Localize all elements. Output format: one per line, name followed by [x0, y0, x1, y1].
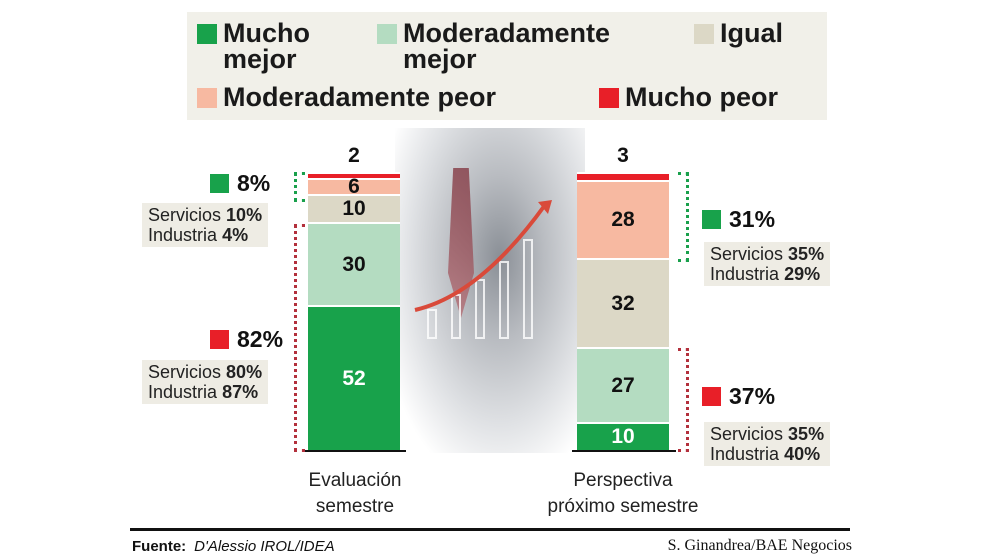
data-label: 32: [611, 291, 635, 315]
bracket-peor: [294, 224, 305, 452]
data-label: 30: [342, 252, 366, 276]
red-swatch: [210, 330, 229, 349]
legend-item-igual: Igual: [694, 20, 783, 47]
background-photo: [395, 128, 585, 453]
bar-segment-moderadamente-peor: 30: [308, 222, 400, 306]
bar-segment-mucho-mejor: [308, 172, 400, 178]
data-label: 6: [348, 174, 360, 198]
baseline: [302, 450, 406, 452]
growth-arrow-icon: [414, 200, 552, 339]
legend-swatch: [599, 88, 619, 108]
legend-item-mucho-mejor: Mucho mejor: [197, 20, 343, 73]
total-mejor-1: 31%: [702, 206, 775, 233]
bar-segment-moderadamente-peor: 27: [577, 347, 669, 423]
bracket-mejor: [294, 172, 305, 202]
bar-segment-mucho-peor: 10: [577, 422, 669, 450]
breakdown-box: Servicios 10% Industria 4%: [142, 203, 269, 247]
bar-segment-igual: 10: [308, 194, 400, 223]
bar-segment-mucho-mejor: [577, 172, 669, 181]
data-label: 27: [611, 373, 635, 397]
bar-evaluacion-semestre: 52 30 10 6: [308, 172, 400, 450]
legend-swatch: [197, 88, 217, 108]
data-label-mucho-mejor-1: 3: [617, 144, 629, 167]
bar-segment-moderadamente-mejor: 6: [308, 175, 400, 198]
legend-swatch: [197, 24, 217, 44]
legend-item-mucho-peor: Mucho peor: [599, 84, 778, 111]
total-peor-0: 82%: [210, 326, 283, 353]
legend-item-moderadamente-mejor: Moderadamente mejor: [377, 20, 683, 73]
source: Fuente: D'Alessio IROL/IDEA: [132, 538, 335, 555]
data-label: 10: [611, 425, 635, 449]
legend-swatch: [377, 24, 397, 44]
bracket-mejor: [678, 172, 689, 262]
bar-perspectiva-proximo-semestre: 10 27 32 28: [577, 172, 669, 450]
footer-rule: [130, 528, 850, 531]
breakdown-box: Servicios 35% Industria 40%: [704, 422, 831, 466]
bar-segment-mucho-peor: 52: [308, 305, 400, 450]
legend-swatch: [694, 24, 714, 44]
bracket-peor: [678, 348, 689, 452]
data-label: 52: [342, 366, 366, 390]
green-swatch: [702, 210, 721, 229]
credit: S. Ginandrea/BAE Negocios: [667, 537, 852, 554]
data-label: 28: [611, 208, 635, 232]
bar-segment-moderadamente-mejor: 28: [577, 180, 669, 259]
breakdown-box: Servicios 35% Industria 29%: [704, 242, 831, 286]
legend-item-moderadamente-peor: Moderadamente peor: [197, 84, 496, 111]
bar-segment-igual: 32: [577, 258, 669, 348]
red-swatch: [702, 387, 721, 406]
data-label-mucho-mejor-0: 2: [348, 144, 360, 167]
data-label: 10: [342, 197, 366, 221]
total-mejor-0: 8%: [210, 170, 270, 197]
green-swatch: [210, 174, 229, 193]
baseline: [572, 450, 676, 452]
category-label-0: Evaluación semestre: [308, 470, 402, 517]
legend: Mucho mejor Moderadamente mejor Igual Mo…: [187, 12, 827, 120]
total-peor-1: 37%: [702, 383, 775, 410]
breakdown-box: Servicios 80% Industria 87%: [142, 360, 269, 404]
category-label-1: Perspectiva próximo semestre: [547, 470, 699, 517]
